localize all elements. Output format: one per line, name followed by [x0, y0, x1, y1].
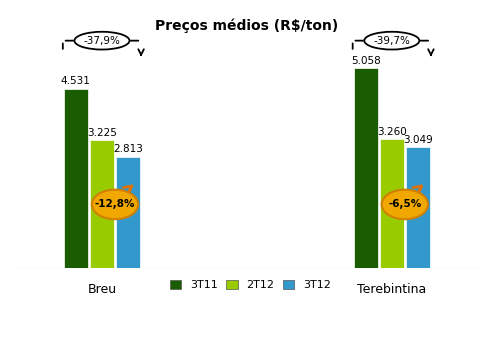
Ellipse shape — [364, 32, 419, 49]
Bar — [354, 68, 378, 267]
Text: -37,9%: -37,9% — [84, 36, 120, 46]
Text: 5.058: 5.058 — [351, 56, 381, 65]
Text: 3.225: 3.225 — [87, 128, 117, 138]
Bar — [406, 147, 430, 267]
Ellipse shape — [92, 190, 138, 219]
Text: -6,5%: -6,5% — [388, 199, 421, 210]
Bar — [90, 140, 114, 267]
Bar — [380, 139, 404, 267]
Bar — [64, 89, 88, 267]
Text: -39,7%: -39,7% — [373, 36, 410, 46]
Text: 3.049: 3.049 — [403, 135, 433, 145]
Text: Terebintina: Terebintina — [357, 283, 426, 296]
Text: 4.531: 4.531 — [61, 76, 91, 86]
Ellipse shape — [75, 32, 129, 49]
Ellipse shape — [382, 190, 428, 219]
Text: -12,8%: -12,8% — [95, 199, 135, 210]
Text: 2.813: 2.813 — [113, 144, 143, 154]
Text: 3.260: 3.260 — [377, 126, 407, 137]
Text: Breu: Breu — [87, 283, 117, 296]
Bar — [116, 157, 140, 267]
Text: Preços médios (R$/ton): Preços médios (R$/ton) — [155, 19, 339, 34]
Legend: 3T11, 2T12, 3T12: 3T11, 2T12, 3T12 — [165, 276, 336, 295]
